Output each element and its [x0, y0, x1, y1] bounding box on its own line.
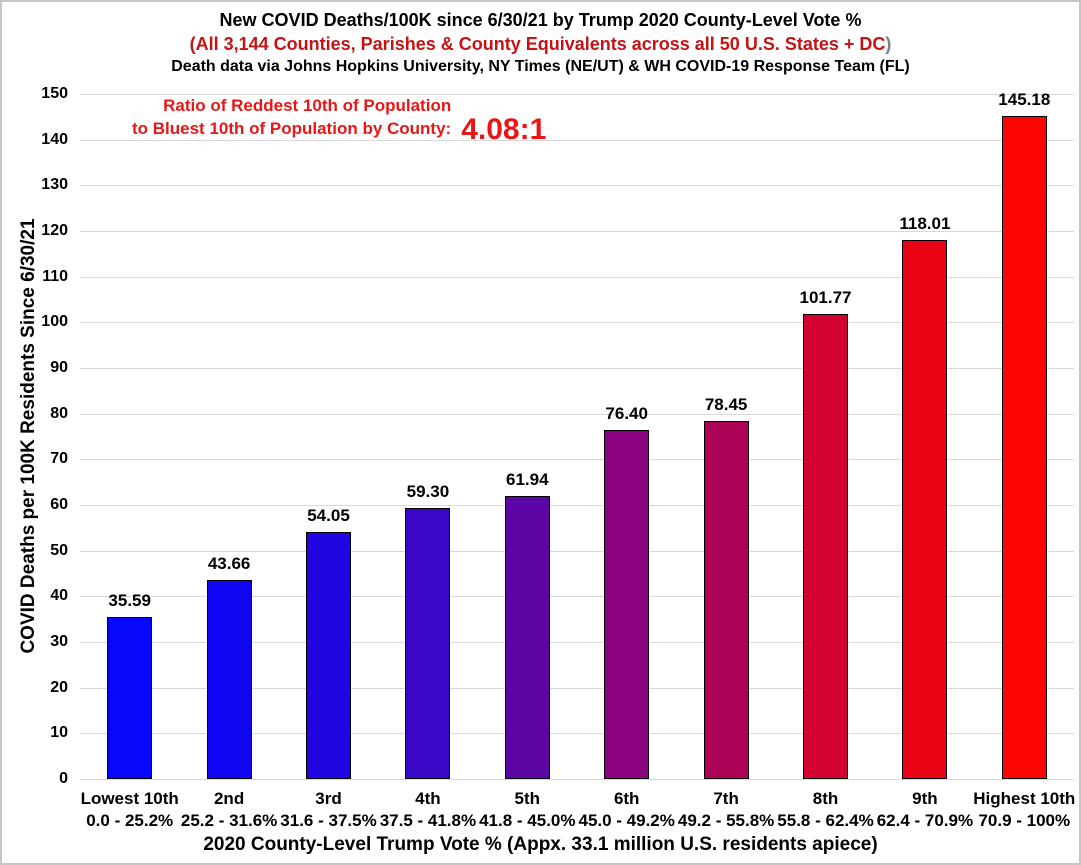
bar-value-label: 54.05 [307, 506, 350, 526]
ratio-value: 4.08:1 [461, 113, 547, 146]
y-tick-label: 10 [50, 724, 68, 742]
chart-subtitle-paren: ) [885, 34, 892, 54]
x-tick-name: 6th [613, 789, 640, 808]
gridline [80, 231, 1074, 232]
x-tick-range: 49.2 - 55.8% [677, 811, 775, 830]
bar [107, 616, 153, 779]
bar [902, 240, 948, 779]
ratio-annotation: Ratio of Reddest 10th of Population to B… [132, 94, 546, 145]
chart-header: New COVID Deaths/100K since 6/30/21 by T… [2, 9, 1079, 77]
y-tick-label: 70 [50, 450, 68, 468]
x-tick-name: 3rd [315, 789, 342, 808]
bar-value-label: 35.59 [108, 590, 151, 610]
gridline [80, 687, 1074, 689]
bar [1001, 116, 1047, 779]
gridline [80, 642, 1074, 643]
bar-value-label: 43.66 [207, 553, 251, 573]
y-tick-label: 60 [50, 496, 68, 513]
y-tick-label: 150 [41, 85, 68, 102]
y-tick-label: 0 [59, 770, 68, 787]
gridline [80, 413, 1074, 415]
x-axis-label: 2020 County-Level Trump Vote % (Appx. 33… [203, 834, 878, 855]
y-tick-label: 90 [50, 359, 68, 376]
x-tick-range: 41.8 - 45.0% [479, 811, 576, 830]
x-tick-name: 9th [912, 789, 938, 808]
x-tick-name: Lowest 10th [80, 789, 179, 808]
x-tick-range: 62.4 - 70.9% [876, 811, 974, 830]
y-tick-label: 50 [50, 541, 68, 559]
gridline [80, 550, 1074, 552]
bar-value-label: 76.40 [605, 404, 648, 424]
y-tick-label: 120 [41, 222, 68, 239]
bar [803, 314, 848, 779]
bar [306, 532, 351, 779]
gridline [80, 596, 1074, 598]
chart-source: Death data via Johns Hopkins University,… [171, 58, 910, 75]
gridline [80, 505, 1074, 506]
y-tick-label: 30 [50, 633, 68, 650]
x-tick-range: 55.8 - 62.4% [777, 811, 874, 830]
gridline [80, 733, 1074, 735]
x-tick-name: 4th [415, 789, 441, 808]
x-tick-name: 2nd [213, 789, 245, 808]
gridline [80, 276, 1074, 278]
x-tick-name: 7th [713, 789, 739, 808]
y-tick-label: 140 [41, 130, 68, 148]
y-tick-label: 130 [41, 176, 68, 194]
bar [703, 420, 749, 779]
y-tick-label: 100 [41, 313, 68, 331]
gridline [80, 139, 1074, 141]
y-tick-label: 40 [50, 587, 68, 605]
chart-subtitle: (All 3,144 Counties, Parishes & County E… [2, 33, 1079, 55]
ratio-annotation-text: Ratio of Reddest 10th of Population to B… [132, 94, 451, 140]
chart-title: New COVID Deaths/100K since 6/30/21 by T… [219, 10, 862, 30]
gridline [80, 94, 1074, 95]
y-tick-label: 80 [50, 404, 68, 422]
y-tick-label: 20 [50, 678, 68, 696]
gridline [80, 185, 1074, 187]
gridline [80, 459, 1074, 461]
bar-value-label: 101.77 [799, 288, 852, 308]
y-tick-label: 110 [42, 267, 68, 285]
gridline [80, 322, 1074, 324]
gridline [80, 368, 1074, 369]
bar-value-label: 118.01 [899, 214, 951, 234]
x-tick-name: 8th [812, 789, 839, 808]
x-tick-range: 0.0 - 25.2% [86, 811, 174, 830]
x-tick-range: 70.9 - 100% [978, 811, 1071, 830]
x-tick-name: Highest 10th [973, 789, 1076, 808]
ratio-line1: Ratio of Reddest 10th of Population [163, 96, 452, 115]
bar [206, 579, 252, 779]
gridline [80, 779, 1074, 780]
bar [405, 508, 451, 779]
bar-value-label: 61.94 [506, 470, 549, 490]
ratio-line2: to Bluest 10th of Population by County: [132, 119, 452, 138]
x-tick-range: 37.5 - 41.8% [379, 811, 477, 830]
bar [504, 496, 550, 779]
x-tick-range: 31.6 - 37.5% [280, 811, 377, 830]
x-tick-name: 5th [514, 789, 541, 808]
chart-subtitle-red: (All 3,144 Counties, Parishes & County E… [189, 34, 886, 54]
bar-value-label: 145.18 [998, 90, 1051, 109]
bar-value-label: 59.30 [406, 482, 450, 502]
plot-area: 35.59 43.66 54.05 59.30 61.94 76.40 78.45 101.7… [80, 90, 1074, 780]
x-tick-range: 25.2 - 31.6% [180, 811, 278, 830]
x-tick-range: 45.0 - 49.2% [578, 811, 675, 830]
bar-value-label: 78.45 [704, 394, 748, 414]
bar [604, 430, 650, 779]
